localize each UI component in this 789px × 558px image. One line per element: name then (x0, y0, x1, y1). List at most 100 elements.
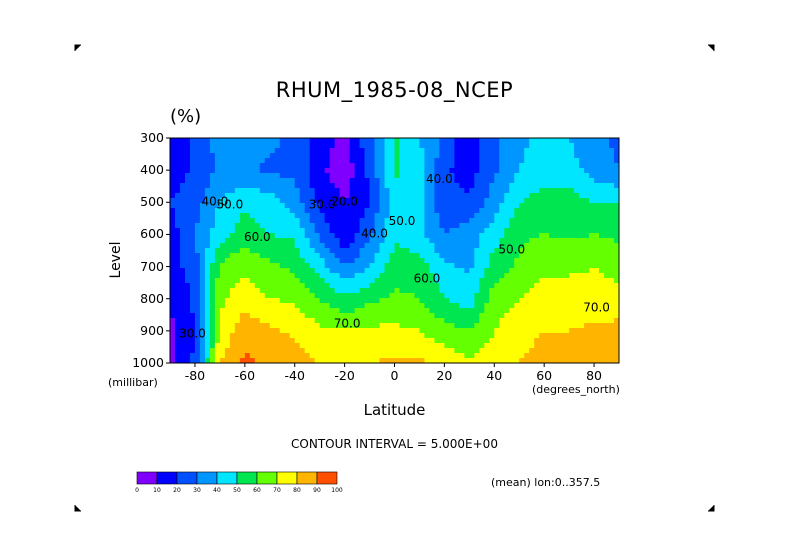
heatmap-cell (409, 178, 415, 184)
heatmap-cell (414, 248, 420, 254)
heatmap-cell (229, 203, 236, 209)
heatmap-cell (219, 158, 226, 164)
heatmap-cell (474, 263, 480, 269)
heatmap-cell (349, 298, 355, 304)
heatmap-cell (329, 343, 336, 349)
heatmap-cell (404, 178, 410, 184)
heatmap-cell (234, 138, 241, 144)
heatmap-cell (479, 188, 485, 194)
heatmap-cell (604, 158, 610, 164)
heatmap-cell (234, 293, 241, 299)
heatmap-cell (564, 278, 570, 284)
heatmap-cell (239, 223, 246, 229)
heatmap-cell (484, 278, 490, 284)
heatmap-cell (299, 188, 306, 194)
heatmap-cell (359, 193, 365, 199)
heatmap-cell (199, 283, 206, 289)
heatmap-cell (549, 343, 555, 349)
heatmap-cell (459, 148, 465, 154)
heatmap-cell (424, 268, 430, 274)
heatmap-cell (374, 228, 380, 234)
heatmap-cell (439, 288, 445, 294)
heatmap-cell (589, 203, 595, 209)
heatmap-cell (584, 228, 590, 234)
heatmap-cell (409, 188, 415, 194)
heatmap-cell (474, 143, 480, 149)
heatmap-cell (479, 163, 485, 169)
heatmap-cell (554, 153, 560, 159)
heatmap-cell (309, 183, 316, 189)
heatmap-cell (559, 308, 565, 314)
heatmap-cell (214, 353, 221, 359)
heatmap-cell (454, 148, 460, 154)
heatmap-cell (304, 353, 311, 359)
heatmap-cell (489, 198, 495, 204)
heatmap-cell (454, 173, 460, 179)
heatmap-cell (319, 333, 326, 339)
heatmap-cell (279, 348, 286, 354)
heatmap-cell (209, 293, 216, 299)
heatmap-cell (224, 168, 231, 174)
colorbar-label: 0 (135, 487, 139, 494)
heatmap-cell (569, 288, 575, 294)
heatmap-cell (344, 253, 350, 259)
heatmap-cell (189, 328, 196, 334)
heatmap-cell (469, 328, 475, 334)
heatmap-cell (354, 253, 360, 259)
heatmap-cell (234, 333, 241, 339)
heatmap-cell (414, 228, 420, 234)
heatmap-cell (170, 193, 176, 199)
heatmap-cell (469, 178, 475, 184)
heatmap-cell (249, 238, 256, 244)
heatmap-cell (504, 313, 510, 319)
heatmap-cell (449, 278, 455, 284)
heatmap-cell (170, 173, 176, 179)
heatmap-cell (269, 143, 276, 149)
heatmap-cell (574, 163, 580, 169)
heatmap-cell (304, 278, 311, 284)
heatmap-cell (329, 303, 336, 309)
heatmap-cell (264, 338, 271, 344)
heatmap-cell (389, 193, 395, 199)
heatmap-cell (549, 213, 555, 219)
heatmap-cell (214, 343, 221, 349)
heatmap-cell (579, 233, 585, 239)
heatmap-cell (304, 273, 311, 279)
y-tick-label: 900 (140, 322, 164, 338)
heatmap-cell (499, 193, 505, 199)
heatmap-cell (579, 358, 585, 364)
heatmap-cell (219, 248, 226, 254)
heatmap-cell (414, 268, 420, 274)
heatmap-cell (519, 248, 525, 254)
heatmap-cell (204, 338, 211, 344)
heatmap-cell (489, 353, 495, 359)
heatmap-cell (549, 188, 555, 194)
heatmap-cell (284, 268, 291, 274)
heatmap-cell (434, 353, 440, 359)
heatmap-cell (279, 143, 286, 149)
heatmap-cell (199, 163, 206, 169)
heatmap-cell (604, 193, 610, 199)
heatmap-cell (494, 288, 500, 294)
heatmap-cell (574, 238, 580, 244)
heatmap-cell (199, 198, 206, 204)
heatmap-cell (564, 138, 570, 144)
heatmap-cell (614, 208, 620, 214)
heatmap-cell (589, 178, 595, 184)
heatmap-cell (254, 218, 261, 224)
heatmap-cell (424, 223, 430, 229)
heatmap-cell (469, 228, 475, 234)
heatmap-cell (229, 183, 236, 189)
heatmap-cell (474, 343, 480, 349)
heatmap-cell (469, 268, 475, 274)
heatmap-cell (259, 258, 266, 264)
heatmap-cell (474, 163, 480, 169)
heatmap-cell (444, 158, 450, 164)
heatmap-cell (304, 203, 311, 209)
heatmap-cell (284, 178, 291, 184)
heatmap-cell (534, 268, 540, 274)
colorbar-swatch (196, 471, 218, 485)
heatmap-cell (589, 358, 595, 364)
heatmap-cell (499, 303, 505, 309)
heatmap-cell (559, 248, 565, 254)
